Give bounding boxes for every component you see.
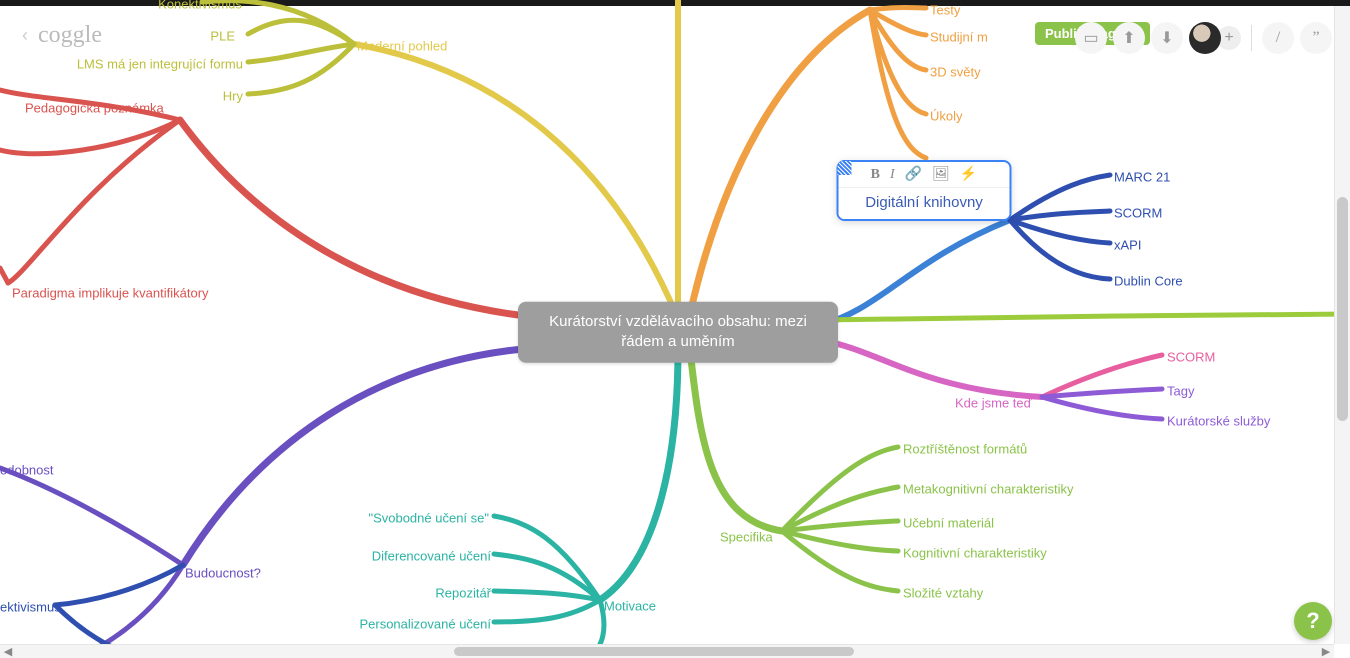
mindmap-node[interactable]: LMS má jen integrující formu bbox=[77, 57, 243, 72]
branch-edge[interactable] bbox=[354, 44, 676, 314]
mindmap-node[interactable]: Specifika bbox=[720, 530, 773, 545]
mindmap-node[interactable]: Tagy bbox=[1167, 384, 1194, 399]
logo-text: coggle bbox=[38, 22, 102, 49]
mindmap-node[interactable]: Kognitivní charakteristiky bbox=[903, 546, 1047, 561]
mindmap-node[interactable]: Personalizované učení bbox=[359, 617, 491, 632]
mindmap-node[interactable]: Úkoly bbox=[930, 109, 963, 124]
back-chevron-icon[interactable]: ‹ bbox=[22, 25, 28, 46]
mindmap-node[interactable]: Konektivismus bbox=[158, 0, 242, 12]
branch-edge[interactable] bbox=[180, 120, 534, 317]
branch-edge[interactable] bbox=[494, 600, 600, 622]
branch-edge[interactable] bbox=[8, 120, 180, 283]
mindmap-node[interactable]: Repozitář bbox=[435, 586, 491, 601]
branch-edge[interactable] bbox=[820, 220, 1010, 325]
mindmap-node[interactable]: Moderní pohled bbox=[357, 39, 447, 54]
mindmap-node[interactable]: 3D světy bbox=[930, 65, 981, 80]
mindmap-node[interactable]: Učební materiál bbox=[903, 516, 994, 531]
branch-edge[interactable] bbox=[600, 350, 678, 600]
mindmap-node[interactable]: Paradigma implikuje kvantifikátory bbox=[12, 286, 209, 301]
horizontal-scrollbar[interactable]: ◀ ▶ bbox=[0, 644, 1334, 658]
editor-toolbar: B I 🔗 🖼 ⚡ bbox=[839, 162, 1010, 188]
mindmap-node[interactable]: PLE bbox=[210, 29, 235, 44]
vertical-scrollbar[interactable] bbox=[1334, 6, 1350, 644]
scroll-left-icon[interactable]: ◀ bbox=[0, 645, 16, 658]
branch-edge[interactable] bbox=[1010, 220, 1110, 279]
top-toolbar: ▭ ⬆ ⬇ + / ” bbox=[1075, 22, 1332, 54]
branch-edge[interactable] bbox=[494, 591, 600, 600]
mindmap-node[interactable]: Studijní m bbox=[930, 30, 988, 45]
comments-icon[interactable]: ” bbox=[1300, 22, 1332, 54]
bold-button[interactable]: B bbox=[871, 167, 880, 183]
help-button[interactable]: ? bbox=[1294, 602, 1332, 640]
mindmap-node[interactable]: odobnost bbox=[0, 463, 54, 478]
node-text-input[interactable] bbox=[839, 188, 1010, 219]
history-icon[interactable]: / bbox=[1262, 22, 1294, 54]
app-logo[interactable]: ‹ coggle bbox=[22, 22, 102, 49]
image-icon[interactable]: 🖼 bbox=[932, 166, 950, 183]
scrollbar-thumb[interactable] bbox=[1337, 197, 1348, 420]
mindmap-node[interactable]: Diferencované učení bbox=[372, 549, 491, 564]
mindmap-node[interactable]: Motivace bbox=[604, 599, 656, 614]
mindmap-node[interactable]: Hry bbox=[223, 89, 243, 104]
branch-edge[interactable] bbox=[0, 268, 8, 283]
mindmap-node[interactable]: xAPI bbox=[1114, 238, 1141, 253]
mindmap-node[interactable]: Dublin Core bbox=[1114, 274, 1183, 289]
toolbar-separator bbox=[1251, 25, 1252, 51]
mindmap-node[interactable]: Kde jsme teď bbox=[955, 396, 1032, 411]
branch-edge[interactable] bbox=[55, 565, 183, 605]
mindmap-node[interactable]: MARC 21 bbox=[1114, 170, 1170, 185]
scrollbar-thumb[interactable] bbox=[454, 647, 854, 656]
mindmap-node[interactable]: Testy bbox=[930, 3, 960, 18]
branch-edge[interactable] bbox=[183, 348, 534, 565]
branch-edge[interactable] bbox=[820, 314, 1350, 320]
drag-handle-icon[interactable] bbox=[838, 161, 852, 175]
mindmap-node[interactable]: Metakognitivní charakteristiky bbox=[903, 482, 1074, 497]
mindmap-node[interactable]: Pedagogická poznámka bbox=[25, 101, 164, 116]
mindmap-node[interactable]: Kurátorské služby bbox=[1167, 414, 1270, 429]
link-icon[interactable]: 🔗 bbox=[905, 166, 922, 183]
mindmap-node[interactable]: Roztříštěnost formátů bbox=[903, 442, 1027, 457]
mindmap-node[interactable]: Budoucnost? bbox=[185, 566, 261, 581]
mindmap-node[interactable]: ektivismus bbox=[0, 600, 61, 615]
branch-edge[interactable] bbox=[870, 8, 926, 11]
upload-icon[interactable]: ⬆ bbox=[1113, 22, 1145, 54]
branch-edge[interactable] bbox=[820, 340, 1042, 397]
branch-edge[interactable] bbox=[690, 350, 782, 531]
mindmap-node[interactable]: SCORM bbox=[1114, 206, 1162, 221]
present-icon[interactable]: ▭ bbox=[1075, 22, 1107, 54]
flash-icon[interactable]: ⚡ bbox=[960, 166, 977, 183]
avatar[interactable] bbox=[1189, 22, 1221, 54]
branch-edge[interactable] bbox=[0, 468, 183, 565]
root-node[interactable]: Kurátorství vzdělávacího obsahu: mezi řá… bbox=[518, 302, 838, 363]
scroll-right-icon[interactable]: ▶ bbox=[1318, 645, 1334, 658]
mindmap-node[interactable]: "Svobodné učení se" bbox=[368, 511, 489, 526]
mindmap-node[interactable]: SCORM bbox=[1167, 350, 1215, 365]
branch-edge[interactable] bbox=[782, 531, 898, 591]
mindmap-node[interactable]: Složité vztahy bbox=[903, 586, 983, 601]
italic-button[interactable]: I bbox=[890, 167, 895, 183]
branch-edge[interactable] bbox=[1042, 397, 1162, 419]
node-editor[interactable]: B I 🔗 🖼 ⚡ bbox=[837, 160, 1012, 221]
download-icon[interactable]: ⬇ bbox=[1151, 22, 1183, 54]
